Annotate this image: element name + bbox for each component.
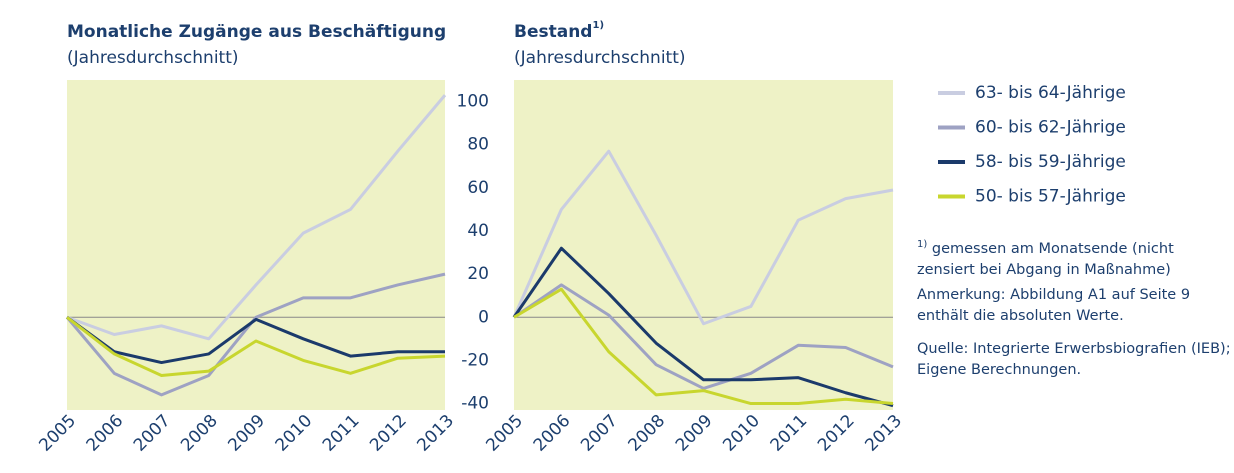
line-series xyxy=(513,283,894,390)
chart-subtitle: (Jahresdurchschnitt) xyxy=(514,48,686,68)
x-tick-label: 2011 xyxy=(767,411,812,456)
line-series xyxy=(66,316,446,377)
plot-background xyxy=(514,80,893,410)
title-note: 1) xyxy=(592,20,604,31)
footnote: 1) gemessen am Monatsende (nicht zensier… xyxy=(917,234,1232,281)
x-tick-label: 2008 xyxy=(177,411,222,456)
legend-label: 50- bis 57-Jährige xyxy=(975,187,1126,207)
x-tick-label: 2011 xyxy=(319,411,364,456)
x-tick-label: 2007 xyxy=(130,411,175,456)
y-tick-label: -20 xyxy=(461,350,489,370)
y-tick-label: 0 xyxy=(478,307,489,327)
chart-subtitle: (Jahresdurchschnitt) xyxy=(67,48,239,68)
footnote-text: gemessen am Monatsende (nicht zensiert b… xyxy=(917,240,1174,278)
remark: Anmerkung: Abbildung A1 auf Seite 9 enth… xyxy=(917,287,1191,324)
chart-title: Monatliche Zugänge aus Beschäftigung xyxy=(67,22,446,42)
x-tick-label: 2007 xyxy=(577,411,622,456)
y-tick-label: 20 xyxy=(467,264,489,284)
x-tick-label: 2006 xyxy=(83,411,128,456)
x-tick-label: 2006 xyxy=(530,411,575,456)
source: Quelle: Integrierte Erwerbsbiografien (I… xyxy=(917,341,1231,378)
x-tick-label: 2013 xyxy=(861,411,906,456)
y-tick-label: -40 xyxy=(461,394,489,414)
line-series xyxy=(65,272,446,397)
line-series xyxy=(513,287,894,406)
y-tick-label: 80 xyxy=(467,135,489,155)
x-tick-label: 2012 xyxy=(366,411,411,456)
x-tick-label: 2010 xyxy=(272,411,317,456)
x-tick-label: 2012 xyxy=(814,411,859,456)
line-series xyxy=(66,94,447,341)
x-tick-label: 2005 xyxy=(482,411,527,456)
x-tick-label: 2008 xyxy=(624,411,669,456)
y-tick-label: 100 xyxy=(457,92,489,112)
line-series xyxy=(512,149,894,326)
x-tick-label: 2013 xyxy=(413,411,458,456)
footnote-marker: 1) xyxy=(917,239,928,250)
line-series xyxy=(66,316,445,365)
title-text: Bestand xyxy=(514,22,592,42)
y-tick-label: 40 xyxy=(467,221,489,241)
legend-label: 63- bis 64-Jährige xyxy=(975,83,1126,103)
chart-title: Bestand1) xyxy=(514,20,604,42)
x-tick-label: 2009 xyxy=(672,411,717,456)
legend-label: 60- bis 62-Jährige xyxy=(975,118,1126,138)
x-tick-label: 2009 xyxy=(224,411,269,456)
x-tick-label: 2005 xyxy=(35,411,80,456)
x-tick-label: 2010 xyxy=(719,411,764,456)
line-series xyxy=(512,246,894,408)
legend-label: 58- bis 59-Jährige xyxy=(975,152,1126,172)
y-tick-label: 60 xyxy=(467,178,489,198)
title-text: Monatliche Zugänge aus Beschäftigung xyxy=(67,22,446,42)
